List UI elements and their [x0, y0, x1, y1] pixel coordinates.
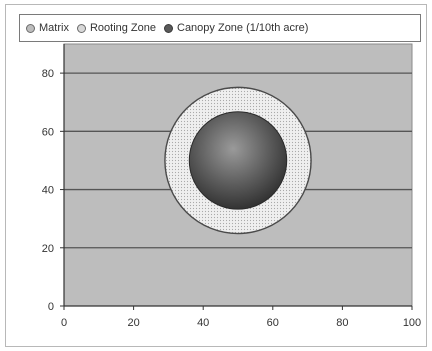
legend-item-matrix: Matrix [26, 22, 69, 34]
x-tick-label-20: 20 [127, 317, 139, 329]
chart-legend: Matrix Rooting Zone Canopy Zone (1/10th … [19, 14, 421, 42]
legend-label-canopy-zone: Canopy Zone (1/10th acre) [177, 22, 309, 34]
canopy-zone-circle [188, 111, 288, 210]
legend-label-matrix: Matrix [39, 22, 69, 34]
y-tick-label-80: 80 [42, 68, 54, 80]
y-tick-label-20: 20 [42, 243, 54, 255]
y-tick-label-40: 40 [42, 185, 54, 197]
y-tick-label-0: 0 [48, 301, 54, 313]
legend-swatch-rooting-zone [76, 23, 86, 33]
legend-item-canopy-zone: Canopy Zone (1/10th acre) [164, 22, 308, 34]
legend-item-rooting-zone: Rooting Zone [76, 22, 156, 34]
x-tick-label-100: 100 [403, 317, 421, 329]
legend-swatch-canopy-zone [164, 23, 173, 33]
x-tick-label-80: 80 [336, 317, 348, 329]
legend-label-rooting-zone: Rooting Zone [89, 22, 156, 34]
x-tick-label-40: 40 [197, 317, 209, 329]
legend-swatch-matrix [26, 23, 35, 33]
y-tick-label-60: 60 [42, 126, 54, 138]
x-tick-label-0: 0 [61, 317, 67, 329]
x-tick-label-60: 60 [267, 317, 279, 329]
